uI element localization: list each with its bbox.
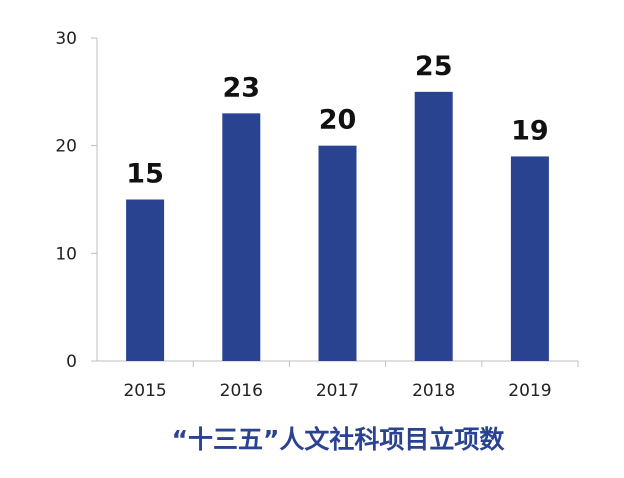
y-tick-label: 30 xyxy=(55,29,77,49)
x-tick-label-2017: 2017 xyxy=(316,381,359,401)
data-labels: 15 23 20 25 19 xyxy=(126,51,548,190)
bar-2019 xyxy=(510,156,549,361)
bar-2018 xyxy=(414,91,453,361)
y-tick-label: 0 xyxy=(66,352,77,372)
bar-2017 xyxy=(318,145,357,361)
bars xyxy=(126,91,549,361)
data-label-2018: 25 xyxy=(415,51,453,82)
y-tick-label: 10 xyxy=(55,244,77,264)
data-label-2019: 19 xyxy=(511,115,549,146)
bar-2016 xyxy=(222,113,261,361)
x-tick-label-2016: 2016 xyxy=(220,381,263,401)
x-tick-label-2018: 2018 xyxy=(412,381,455,401)
x-tick-label-2019: 2019 xyxy=(508,381,551,401)
chart-title: “十三五”人文社科项目立项数 xyxy=(172,425,506,454)
data-label-2016: 23 xyxy=(223,72,261,103)
x-tick-label-2015: 2015 xyxy=(123,381,166,401)
x-axis-labels: 2015 2016 2017 2018 2019 xyxy=(123,361,579,401)
data-label-2017: 20 xyxy=(319,105,357,136)
y-tick-label: 20 xyxy=(55,137,77,157)
bar-2015 xyxy=(126,199,165,361)
data-label-2015: 15 xyxy=(126,159,164,190)
y-axis-ticks: 0 10 20 30 xyxy=(55,29,97,372)
